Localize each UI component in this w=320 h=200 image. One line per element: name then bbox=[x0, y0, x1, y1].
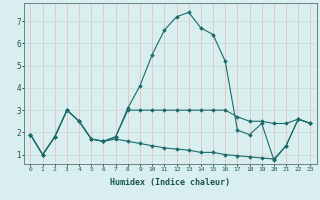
X-axis label: Humidex (Indice chaleur): Humidex (Indice chaleur) bbox=[110, 178, 230, 187]
